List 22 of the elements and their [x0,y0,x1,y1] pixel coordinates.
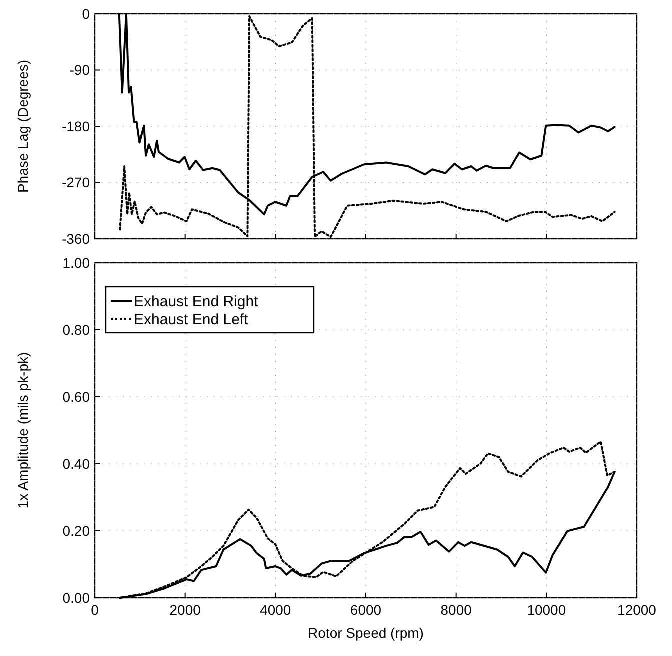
x-tick-label: 12000 [618,602,657,618]
y-tick-label: 1.00 [62,254,90,271]
y-tick-label: -90 [70,62,90,78]
legend-label: Exhaust End Right [134,293,260,310]
y-tick-label: 0.20 [62,522,90,539]
y-tick-label: -360 [62,230,90,247]
x-tick-label: 8000 [440,602,472,618]
x-tick-label: 2000 [170,602,202,618]
x-tick-label: 6000 [350,602,382,618]
y-tick-label: 0.40 [62,456,90,472]
x-tick-label: 10000 [527,602,566,618]
y-axis-title: Phase Lag (Degrees) [15,60,31,194]
y-tick-label: -270 [62,174,90,191]
legend-label: Exhaust End Left [134,311,250,328]
y-tick-label: 0.00 [62,590,90,606]
y-tick-label: 0.60 [62,388,90,405]
x-tick-label: 4000 [260,602,292,618]
y-tick-label: 0.80 [62,322,90,338]
y-axis-title: 1x Amplitude (mils pk-pk) [15,352,31,509]
x-axis-title: Rotor Speed (rpm) [308,625,424,641]
y-tick-label: 0 [82,6,90,22]
y-tick-label: -180 [62,118,90,134]
